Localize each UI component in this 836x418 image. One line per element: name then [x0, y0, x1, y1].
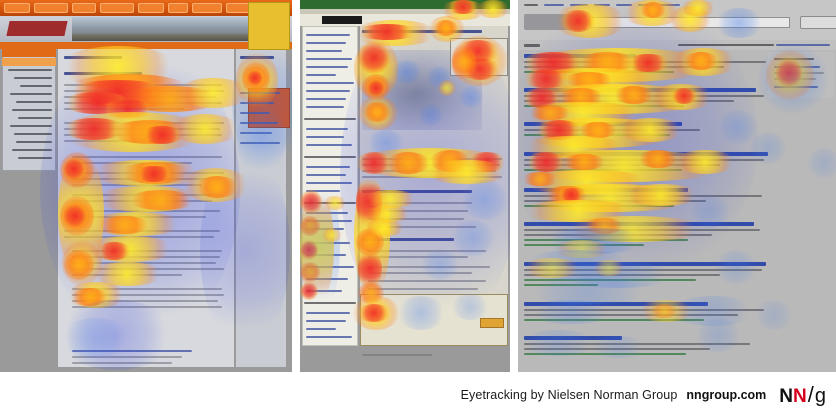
- site-topnav[interactable]: [300, 0, 510, 9]
- heatmap-panel-search: [518, 0, 836, 372]
- nng-logo[interactable]: N N / g: [779, 382, 826, 407]
- nng-logo-g: g: [814, 385, 826, 407]
- results-stats-bar: [518, 40, 836, 50]
- google-logo-icon[interactable]: [524, 14, 586, 30]
- search-result-item: [524, 188, 770, 207]
- promo-callout[interactable]: [450, 38, 508, 76]
- screenshot-product-page: [300, 0, 510, 372]
- hamilton-logo-icon[interactable]: [322, 16, 362, 24]
- accent-bar: [0, 42, 292, 49]
- nng-logo-n1: N: [779, 386, 794, 407]
- sidebar-header: [2, 49, 56, 57]
- screenshot-article-page: [0, 0, 292, 372]
- search-result-item: [524, 336, 770, 355]
- search-result-item: [524, 88, 770, 107]
- search-result-item: [524, 262, 770, 286]
- figure-caption: Eyetracking by Nielsen Norman Group nngr…: [0, 372, 836, 418]
- heatmap-panel-article: [0, 0, 292, 372]
- sidebar-item-selected[interactable]: [2, 58, 56, 66]
- search-result-item: [524, 152, 770, 171]
- search-button[interactable]: [800, 16, 836, 29]
- screenshot-search-results: [518, 0, 836, 372]
- search-result-item: [524, 222, 770, 246]
- search-input[interactable]: [590, 17, 790, 28]
- promo-hot-stuff[interactable]: [248, 2, 290, 50]
- add-to-cart-button[interactable]: [480, 318, 504, 328]
- nng-logo-n2: N: [793, 386, 807, 407]
- bnsf-logo-icon[interactable]: [6, 21, 68, 36]
- site-topnav[interactable]: [0, 0, 292, 16]
- search-result-item: [524, 54, 770, 73]
- search-result-item: [524, 122, 770, 136]
- heatmap-panel-product: [300, 0, 510, 372]
- site-subnav[interactable]: [300, 9, 510, 14]
- nng-logo-slash: /: [807, 382, 814, 407]
- search-header: [518, 0, 836, 40]
- search-result-item: [524, 302, 770, 321]
- caption-website[interactable]: nngroup.com: [686, 388, 767, 402]
- caption-credit: Eyetracking by Nielsen Norman Group: [460, 388, 678, 402]
